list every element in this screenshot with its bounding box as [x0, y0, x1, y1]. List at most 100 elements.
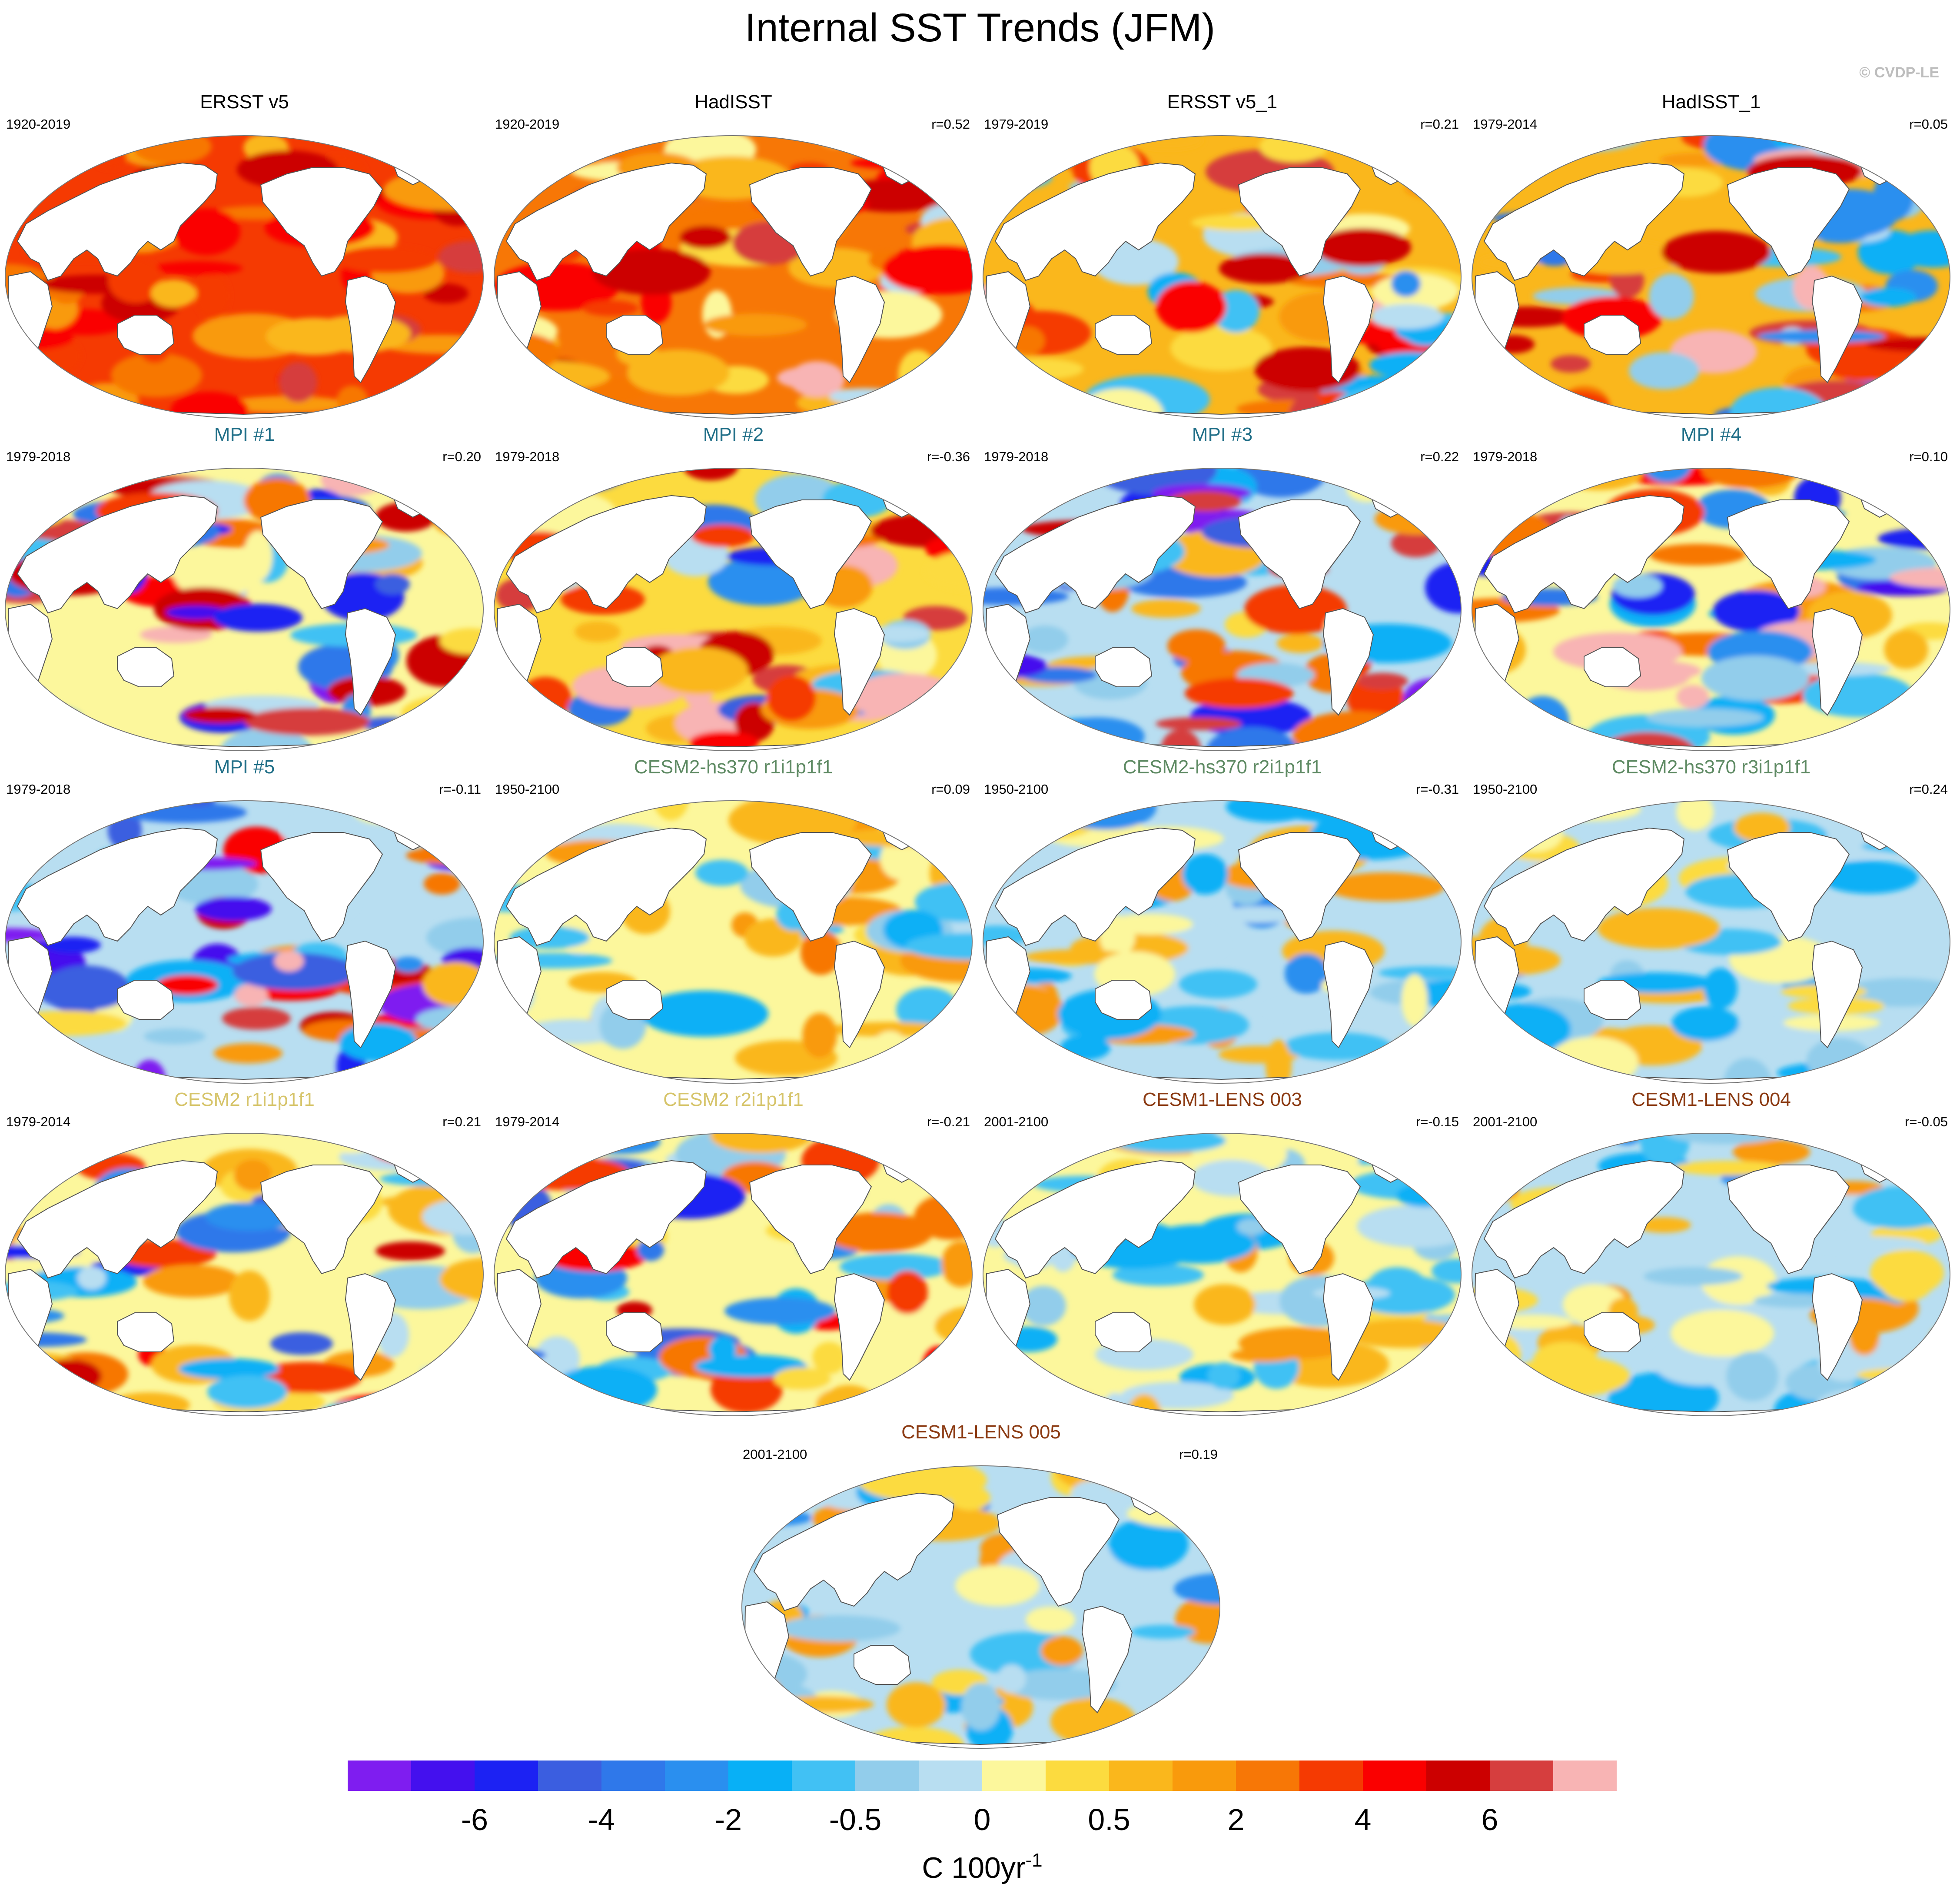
anomaly-patch [1777, 1062, 1894, 1083]
anomaly-patch [1802, 1236, 1925, 1251]
panel-period: 1950-2100 [1473, 782, 1538, 797]
colorbar-tick-label: 2 [1228, 1803, 1245, 1837]
panel-correlation: r=0.21 [442, 1114, 481, 1129]
anomaly-patch [1885, 801, 1931, 842]
anomaly-patch [1546, 391, 1610, 418]
anomaly-patch [679, 226, 731, 249]
anomaly-patch [779, 1615, 900, 1641]
anomaly-patch [1244, 585, 1347, 634]
anomaly-patch [1021, 1286, 1066, 1326]
anomaly-patch [214, 1043, 282, 1063]
robinson-map [494, 800, 973, 1084]
map-panel: HadISST_1 1979-2014 r=0.05 [1467, 91, 1956, 422]
anomaly-patch [1391, 271, 1421, 297]
land-mass [1081, 1605, 1133, 1714]
colorbar-swatch [728, 1761, 792, 1791]
anomaly-patch [1894, 230, 1950, 268]
land-mass [17, 495, 218, 614]
anomaly-patch [1819, 407, 1924, 418]
colorbar-tick-label: -0.5 [829, 1803, 882, 1837]
anomaly-patch [1701, 1256, 1776, 1305]
colorbar: -6 -4 -2 -0.5 0 0.5 2 4 6 C 100yr-1 [348, 1761, 1617, 1884]
map-panel: CESM1-LENS 005 2001-2100 r=0.19 [737, 1421, 1226, 1752]
robinson-map [1472, 135, 1950, 419]
anomaly-patch [266, 318, 362, 355]
anomaly-patch [77, 1266, 106, 1290]
panel-correlation: r=0.10 [1909, 449, 1948, 464]
anomaly-patch [850, 1072, 900, 1083]
anomaly-patch [950, 1486, 990, 1510]
panel-period: 2001-2100 [1473, 1114, 1538, 1129]
anomaly-patch [1357, 673, 1408, 689]
map-panel: CESM2-hs370 r3i1p1f1 1950-2100 r=0.24 [1467, 756, 1956, 1087]
anomaly-patch [1671, 1310, 1774, 1357]
anomaly-patch [724, 1298, 836, 1325]
anomaly-patch [1930, 801, 1950, 810]
anomaly-patch [824, 1212, 933, 1252]
colorbar-tick-label: -6 [461, 1803, 488, 1837]
anomaly-patch [5, 728, 88, 745]
anomaly-patch [1677, 685, 1709, 709]
anomaly-patch [767, 675, 816, 721]
anomaly-patch [1167, 629, 1226, 662]
anomaly-patch [961, 1683, 1000, 1731]
land-mass [17, 827, 218, 946]
panel-period: 1979-2014 [1473, 116, 1538, 132]
land-mass [1095, 647, 1153, 687]
panel-title: CESM1-LENS 003 [1143, 1089, 1302, 1110]
anomaly-patch [5, 136, 98, 170]
panel-title: ERSST v5_1 [1167, 91, 1278, 113]
anomaly-patch [1905, 801, 1950, 846]
panel-period: 2001-2100 [743, 1447, 807, 1462]
land-mass [117, 315, 175, 355]
anomaly-patch [1879, 809, 1950, 824]
robinson-map [494, 468, 973, 751]
anomaly-patch [1179, 970, 1257, 998]
land-mass [749, 167, 872, 277]
anomaly-patch [140, 626, 212, 643]
anomaly-patch [274, 951, 304, 972]
anomaly-patch [173, 208, 240, 255]
anomaly-patch [170, 392, 249, 418]
anomaly-patch [518, 1059, 547, 1083]
figure-title: Internal SST Trends (JFM) [744, 6, 1216, 50]
anomaly-patch [375, 574, 410, 595]
panel-title: CESM2-hs370 r3i1p1f1 [1611, 756, 1811, 778]
panel-correlation: r=0.05 [1909, 116, 1948, 132]
map-panel: CESM1-LENS 003 2001-2100 r=-0.15 [978, 1089, 1467, 1419]
anomaly-patch [1859, 1133, 1950, 1175]
anomaly-patch [179, 1358, 279, 1379]
land-mass [753, 1492, 955, 1611]
anomaly-patch [542, 468, 619, 479]
panel-correlation: r=-0.31 [1415, 782, 1459, 797]
colorbar-tick-label: 0.5 [1088, 1803, 1130, 1837]
map-panel: CESM2 r2i1p1f1 1979-2014 r=-0.21 [489, 1089, 978, 1419]
anomaly-patch [5, 1133, 56, 1169]
land-mass [1584, 647, 1641, 687]
map-panel: MPI #1 1979-2018 r=0.20 [0, 424, 489, 754]
anomaly-patch [519, 677, 571, 719]
panel-period: 1950-2100 [984, 782, 1049, 797]
anomaly-patch [1285, 954, 1328, 994]
map-border [1472, 135, 1950, 419]
anomaly-patch [1403, 678, 1461, 721]
map-panel: CESM2-hs370 r2i1p1f1 1950-2100 r=-0.31 [978, 756, 1467, 1087]
anomaly-patch [1548, 1037, 1638, 1083]
anomaly-patch [375, 1241, 445, 1261]
panel-period: 1979-2018 [495, 449, 560, 464]
robinson-map [5, 800, 484, 1084]
anomaly-patch [1312, 742, 1412, 751]
anomaly-patch [1676, 801, 1714, 831]
anomaly-patch [1160, 729, 1201, 751]
anomaly-patch [1368, 468, 1440, 488]
anomaly-patch [1533, 1342, 1598, 1378]
anomaly-patch [1133, 136, 1203, 150]
land-mass [1238, 167, 1361, 277]
colorbar-swatch [982, 1761, 1046, 1791]
anomaly-patch [869, 801, 912, 823]
anomaly-patch [494, 805, 558, 836]
anomaly-patch [1836, 144, 1905, 161]
anomaly-patch [1473, 1062, 1575, 1083]
anomaly-patch [440, 628, 483, 654]
anomaly-patch [850, 156, 963, 170]
